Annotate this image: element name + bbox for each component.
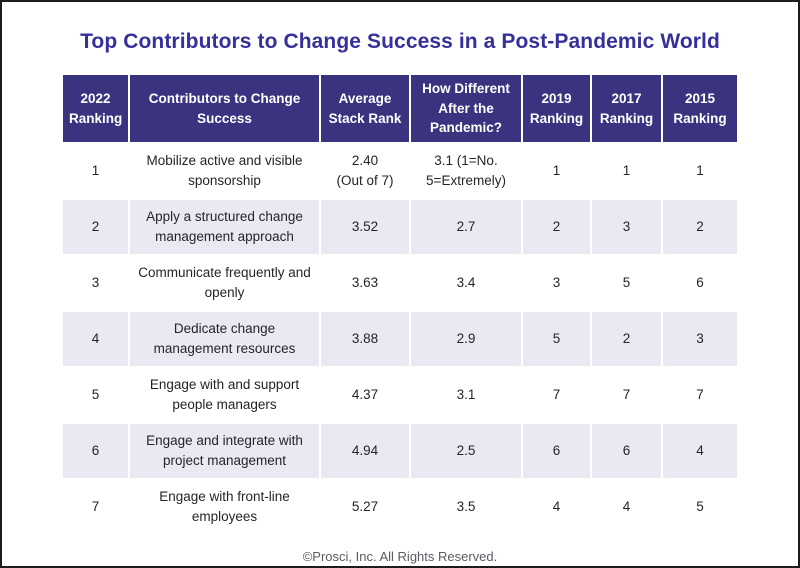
table-cell-r6-c4: 6 [521, 421, 592, 480]
table-cell-r5-c2: 4.37 [319, 365, 411, 424]
table-cell-r2-c0: 2 [61, 197, 130, 256]
table-cell-r5-c3: 3.1 [409, 365, 523, 424]
table-row-2: 2 Apply a structured change management ap… [61, 197, 739, 256]
table-cell-r4-c0: 4 [61, 309, 130, 368]
column-header-4: 2019 Ranking [521, 73, 592, 144]
table-cell-r3-c2: 3.63 [319, 253, 411, 312]
table-cell-r6-c1: Engage and integrate with project manage… [128, 421, 321, 480]
table-cell-r7-c1: Engage with front-line employees [128, 477, 321, 536]
table-cell-r4-c4: 5 [521, 309, 592, 368]
table-cell-r1-c1: Mobilize active and visible sponsorship [128, 141, 321, 200]
table-cell-r7-c0: 7 [61, 477, 130, 536]
table-row-3: 3 Communicate frequently and openly 3.63 3.… [61, 253, 739, 312]
table-row-5: 5 Engage with and support people managers… [61, 365, 739, 424]
table-cell-r7-c4: 4 [521, 477, 592, 536]
table-cell-r5-c0: 5 [61, 365, 130, 424]
table-cell-r1-c0: 1 [61, 141, 130, 200]
table-cell-r1-c4: 1 [521, 141, 592, 200]
table-cell-r6-c2: 4.94 [319, 421, 411, 480]
table-cell-r1-c6: 1 [661, 141, 739, 200]
table-cell-r4-c6: 3 [661, 309, 739, 368]
table-header: 2022 Ranking Contributors to Change Succe… [61, 73, 739, 144]
column-header-0: 2022 Ranking [61, 73, 130, 144]
table-cell-r4-c3: 2.9 [409, 309, 523, 368]
table-cell-r2-c3: 2.7 [409, 197, 523, 256]
column-header-1: Contributors to Change Success [128, 73, 321, 144]
table-cell-r2-c2: 3.52 [319, 197, 411, 256]
table-cell-r5-c4: 7 [521, 365, 592, 424]
table-body: 1 Mobilize active and visible sponsorship… [61, 141, 739, 536]
table-cell-r6-c5: 6 [590, 421, 663, 480]
table-cell-r3-c6: 6 [661, 253, 739, 312]
table-cell-r4-c5: 2 [590, 309, 663, 368]
table-cell-r6-c0: 6 [61, 421, 130, 480]
copyright-text: ©Prosci, Inc. All Rights Reserved. [302, 548, 498, 564]
table-cell-r7-c2: 5.27 [319, 477, 411, 536]
table-cell-r3-c5: 5 [590, 253, 663, 312]
table-cell-r4-c2: 3.88 [319, 309, 411, 368]
table-cell-r6-c3: 2.5 [409, 421, 523, 480]
contributors-table: 2022 Ranking Contributors to Change Succe… [61, 73, 739, 536]
table-cell-r5-c5: 7 [590, 365, 663, 424]
table-cell-r5-c1: Engage with and support people managers [128, 365, 321, 424]
table-cell-r7-c3: 3.5 [409, 477, 523, 536]
header-row: 2022 Ranking Contributors to Change Succe… [61, 73, 739, 144]
table-cell-r2-c4: 2 [521, 197, 592, 256]
column-header-3: How Different After the Pandemic? [409, 73, 523, 144]
table-cell-r2-c6: 2 [661, 197, 739, 256]
table-cell-r1-c3: 3.1 (1=No. 5=Extremely) [409, 141, 523, 200]
table-cell-r3-c1: Communicate frequently and openly [128, 253, 321, 312]
table-cell-r2-c1: Apply a structured change management app… [128, 197, 321, 256]
table-cell-r7-c6: 5 [661, 477, 739, 536]
page-title: Top Contributors to Change Success in a … [80, 30, 720, 53]
table-cell-r1-c5: 1 [590, 141, 663, 200]
table-cell-r4-c1: Dedicate change management resources [128, 309, 321, 368]
table-row-6: 6 Engage and integrate with project manag… [61, 421, 739, 480]
table-cell-r2-c5: 3 [590, 197, 663, 256]
table-cell-r3-c3: 3.4 [409, 253, 523, 312]
table-row-4: 4 Dedicate change management resources 3.8… [61, 309, 739, 368]
column-header-2: Average Stack Rank [319, 73, 411, 144]
table-cell-r5-c6: 7 [661, 365, 739, 424]
table-cell-r7-c5: 4 [590, 477, 663, 536]
table-row-7: 7 Engage with front-line employees 5.27 3.5… [61, 477, 739, 536]
table-cell-r6-c6: 4 [661, 421, 739, 480]
table-cell-r3-c4: 3 [521, 253, 592, 312]
column-header-5: 2017 Ranking [590, 73, 663, 144]
column-header-6: 2015 Ranking [661, 73, 739, 144]
table-row-1: 1 Mobilize active and visible sponsorship… [61, 141, 739, 200]
table-cell-r3-c0: 3 [61, 253, 130, 312]
table-cell-r1-c2: 2.40 (Out of 7) [319, 141, 411, 200]
